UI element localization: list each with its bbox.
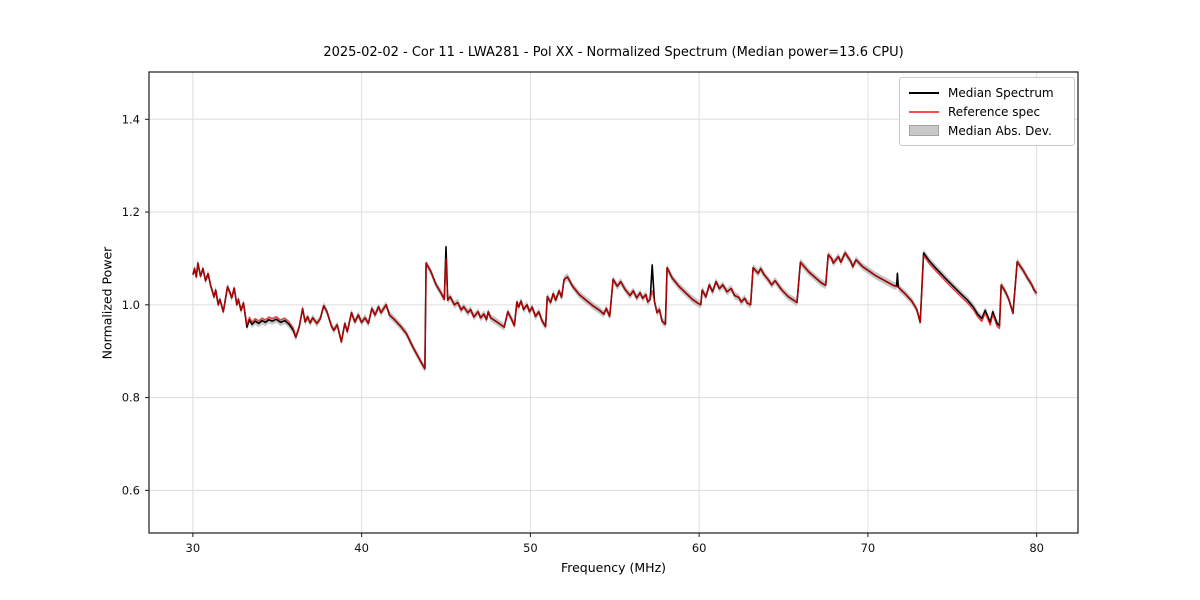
legend-entry-median-spectrum: Median Spectrum (909, 87, 1065, 99)
median-spectrum-line-swatch (909, 91, 939, 94)
legend-label: Reference spec (948, 104, 1041, 119)
y-tick-label: 1.0 (122, 298, 140, 312)
x-tick-label: 60 (692, 541, 707, 555)
legend-label: Median Spectrum (948, 85, 1054, 100)
y-tick-label: 1.4 (122, 112, 140, 126)
y-axis-label: Normalized Power (99, 246, 115, 360)
y-tick-label: 0.6 (122, 483, 140, 497)
legend-entry-median-abs-dev: Median Abs. Dev. (909, 125, 1065, 137)
median-abs-dev-patch-swatch (909, 125, 939, 136)
x-tick-label: 70 (861, 541, 876, 555)
y-tick-label: 0.8 (122, 391, 140, 405)
x-tick-label: 50 (523, 541, 538, 555)
legend-entry-reference-spec: Reference spec (909, 106, 1065, 118)
median-spectrum-line (192, 246, 1038, 370)
y-tick-label: 1.2 (122, 205, 140, 219)
plot-frame (148, 71, 1079, 534)
x-tick-label: 40 (354, 541, 369, 555)
chart-title: 2025-02-02 - Cor 11 - LWA281 - Pol XX - … (323, 45, 904, 60)
legend-label: Median Abs. Dev. (948, 123, 1052, 138)
x-axis-label: Frequency (MHz) (560, 560, 667, 575)
x-tick-label: 80 (1029, 541, 1044, 555)
reference-spec-line-swatch (909, 110, 939, 113)
legend: Median Spectrum Reference spec Median Ab… (899, 77, 1075, 146)
reference-spec-line (192, 252, 1038, 370)
mad-band (192, 243, 1037, 373)
x-tick-label: 30 (186, 541, 201, 555)
